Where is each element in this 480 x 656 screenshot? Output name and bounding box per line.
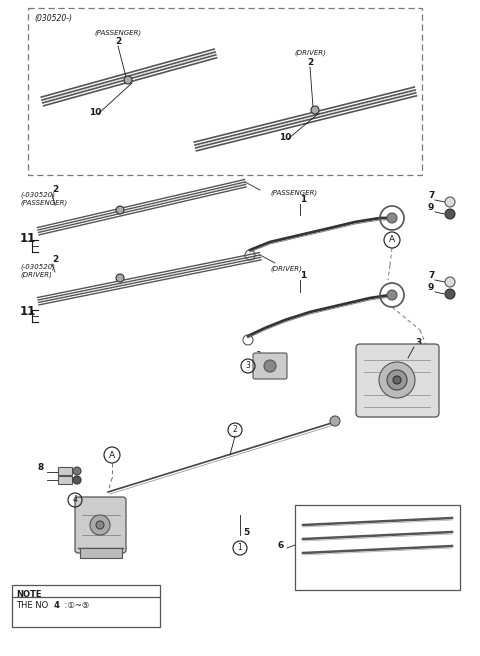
Text: 2: 2 [52,185,58,194]
Bar [28,8,422,175]
Text: :①~⑤: :①~⑤ [62,601,89,610]
Circle shape [445,197,455,207]
Circle shape [379,362,415,398]
Text: 9: 9 [428,203,434,212]
Circle shape [393,376,401,384]
Text: (DRIVER): (DRIVER) [270,265,302,272]
Circle shape [116,274,124,282]
Text: 10: 10 [89,108,101,117]
Text: 3: 3 [255,351,261,360]
Text: 3: 3 [246,361,251,371]
Circle shape [387,213,397,223]
Circle shape [311,106,319,114]
Text: 11: 11 [20,305,36,318]
Text: 11: 11 [20,232,36,245]
Text: 5: 5 [243,528,249,537]
Text: 7: 7 [428,271,434,280]
Text: 2: 2 [52,255,58,264]
Text: (DRIVER): (DRIVER) [294,50,326,56]
Text: 7: 7 [428,191,434,200]
Text: 1: 1 [300,271,306,280]
Text: (-030520): (-030520) [20,263,55,270]
Text: 4: 4 [72,495,77,504]
Text: (-030520): (-030520) [20,191,55,197]
Text: 8: 8 [38,463,44,472]
Circle shape [387,370,407,390]
Text: A: A [389,236,395,245]
Text: 6: 6 [278,541,284,550]
Circle shape [73,476,81,484]
FancyBboxPatch shape [75,497,126,553]
Circle shape [116,206,124,214]
Text: THE NO: THE NO [16,601,53,610]
Circle shape [124,76,132,84]
FancyBboxPatch shape [253,353,287,379]
Text: 4: 4 [54,601,60,610]
Circle shape [445,277,455,287]
Text: (DRIVER): (DRIVER) [20,271,52,277]
Text: 2: 2 [307,58,313,67]
Circle shape [264,360,276,372]
Circle shape [387,290,397,300]
Circle shape [90,515,110,535]
Text: A: A [109,451,115,459]
Circle shape [445,209,455,219]
Text: 2: 2 [115,37,121,46]
Text: (PASSENGER): (PASSENGER) [270,189,317,195]
Text: 2: 2 [233,426,238,434]
Circle shape [445,289,455,299]
Text: 3: 3 [415,338,421,347]
Bar [58,467,72,475]
Text: (PASSENGER): (PASSENGER) [20,199,67,205]
Bar [80,548,122,558]
Text: NOTE: NOTE [16,590,41,599]
Bar [58,476,72,484]
Text: 10: 10 [279,133,291,142]
FancyBboxPatch shape [356,344,439,417]
Text: 9: 9 [428,283,434,292]
Text: 1: 1 [300,195,306,204]
Circle shape [330,416,340,426]
Circle shape [73,467,81,475]
Bar [12,585,160,627]
Text: (030520-): (030520-) [34,14,72,23]
Circle shape [96,521,104,529]
Text: 1: 1 [238,544,242,552]
Text: (PASSENGER): (PASSENGER) [95,30,142,37]
